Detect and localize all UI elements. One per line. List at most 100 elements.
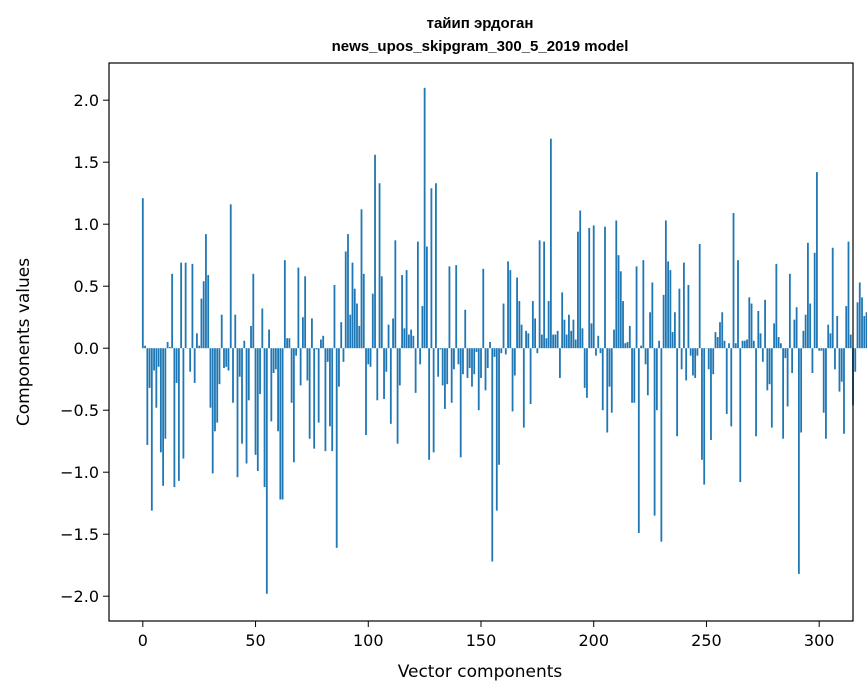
bar-198 (588, 227, 591, 349)
bar-39 (229, 204, 232, 349)
y-tick-label: 0.5 (74, 277, 99, 296)
bar-112 (394, 240, 397, 349)
bar-2 (146, 348, 149, 445)
bar-145 (468, 348, 471, 369)
bar-219 (635, 266, 638, 349)
bar-294 (804, 314, 807, 349)
bar-265 (739, 348, 742, 483)
bar-80 (322, 335, 325, 349)
bar-308 (836, 315, 839, 349)
bar-14 (173, 348, 176, 488)
bar-58 (272, 348, 275, 373)
bar-189 (568, 314, 570, 349)
bar-234 (669, 270, 672, 349)
bar-202 (597, 335, 600, 349)
bar-231 (662, 294, 665, 349)
bar-151 (482, 268, 485, 349)
bar-93 (351, 262, 354, 349)
bar-184 (556, 330, 559, 349)
bar-123 (419, 348, 422, 365)
bar-30 (209, 348, 212, 408)
bar-5 (153, 348, 155, 371)
bar-149 (477, 348, 480, 411)
bar-154 (489, 342, 491, 349)
bar-19 (184, 262, 187, 349)
bar-221 (640, 345, 642, 349)
bar-256 (719, 322, 721, 349)
bar-17 (180, 262, 183, 349)
bar-207 (608, 348, 611, 387)
bar-122 (416, 241, 419, 349)
bars-group (141, 87, 867, 594)
bar-276 (764, 299, 766, 349)
bar-143 (464, 309, 467, 349)
bar-134 (444, 348, 446, 409)
y-tick-label: −0.5 (60, 401, 99, 420)
bar-138 (453, 348, 455, 370)
bar-236 (673, 312, 676, 349)
bar-6 (155, 348, 158, 408)
bar-230 (660, 348, 663, 542)
bar-298 (813, 252, 816, 349)
bar-109 (387, 324, 390, 349)
bar-153 (486, 348, 489, 369)
bar-54 (263, 348, 266, 488)
bar-177 (540, 334, 543, 349)
bar-183 (554, 334, 557, 349)
bar-98 (362, 273, 365, 349)
bar-102 (371, 293, 374, 349)
bar-263 (734, 343, 737, 349)
bar-173 (531, 301, 534, 349)
bar-106 (380, 276, 383, 349)
bar-185 (559, 348, 561, 378)
bar-144 (466, 348, 469, 378)
bar-174 (534, 318, 537, 349)
bar-192 (574, 339, 577, 349)
bar-312 (845, 306, 848, 349)
bar-293 (802, 330, 805, 349)
bar-121 (414, 348, 417, 393)
bar-195 (581, 328, 584, 349)
bar-97 (360, 209, 363, 349)
y-tick-label: −1.0 (60, 463, 99, 482)
bar-92 (349, 314, 352, 349)
bar-242 (687, 284, 690, 349)
bar-7 (157, 348, 160, 367)
bar-46 (245, 348, 248, 464)
bar-84 (331, 348, 334, 452)
bar-268 (746, 339, 748, 349)
bar-51 (256, 348, 259, 471)
bar-196 (583, 348, 586, 388)
bar-13 (171, 273, 174, 349)
bar-131 (437, 348, 440, 377)
bar-31 (211, 348, 214, 474)
bar-85 (333, 284, 336, 349)
bar-150 (480, 348, 482, 378)
bar-56 (268, 329, 270, 349)
x-tick-label: 200 (578, 631, 609, 650)
y-tick-label: −2.0 (60, 587, 99, 606)
y-tick-label: 1.5 (74, 153, 99, 172)
bar-213 (622, 301, 624, 349)
bar-181 (549, 138, 552, 349)
bar-26 (200, 298, 203, 349)
bar-309 (838, 348, 841, 392)
bar-68 (295, 348, 298, 356)
bar-260 (728, 343, 730, 349)
bar-197 (586, 348, 588, 398)
bar-279 (770, 348, 773, 428)
bar-23 (193, 348, 196, 383)
bar-204 (601, 348, 604, 411)
bar-4 (150, 348, 153, 511)
bar-57 (270, 348, 273, 422)
bar-169 (522, 348, 525, 428)
bar-47 (247, 348, 250, 401)
x-tick-label: 300 (804, 631, 835, 650)
bar-140 (457, 348, 460, 365)
bar-111 (392, 318, 394, 349)
bar-139 (455, 265, 458, 349)
chart-title-line1: тайип эрдоган (427, 15, 534, 32)
bar-314 (849, 334, 852, 349)
bar-89 (342, 348, 345, 362)
